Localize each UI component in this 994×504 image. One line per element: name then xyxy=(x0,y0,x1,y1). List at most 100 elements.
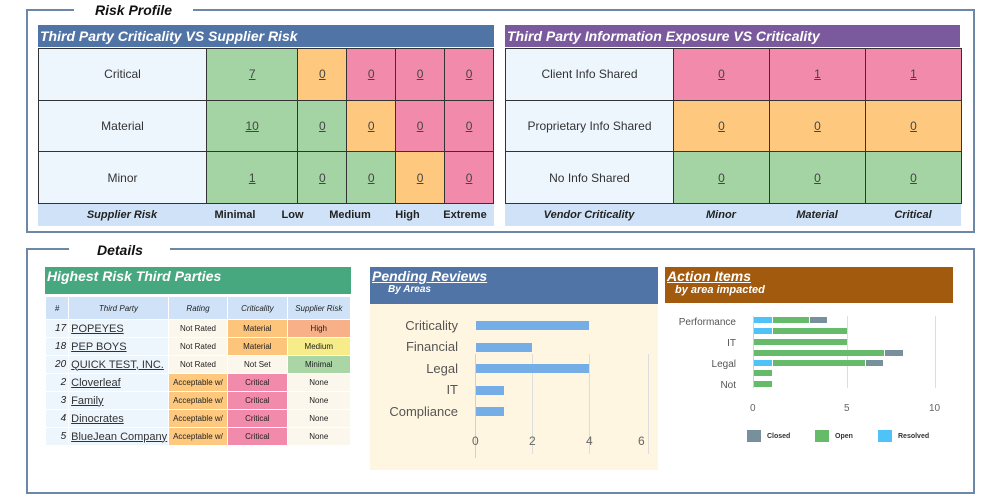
rating-cell: Acceptable w/ xyxy=(168,392,228,409)
matrix-cell[interactable]: 1 xyxy=(865,48,962,101)
action-items-title[interactable]: Action Items xyxy=(667,268,752,284)
cell-link[interactable]: 0 xyxy=(416,170,424,185)
cell-link[interactable]: 0 xyxy=(318,67,326,82)
table-row: 5 BlueJean Company Acceptable w/ Critica… xyxy=(46,428,350,445)
pending-reviews-subtitle: By Areas xyxy=(388,284,431,295)
bar-closed[interactable] xyxy=(810,317,827,323)
cell-link[interactable]: 1 xyxy=(910,67,917,82)
pending-reviews-title[interactable]: Pending Reviews xyxy=(372,268,488,284)
matrix-cell[interactable]: 0 xyxy=(346,48,397,101)
bar-open[interactable] xyxy=(773,360,865,366)
cell-link[interactable]: 0 xyxy=(465,170,473,185)
bar-closed[interactable] xyxy=(866,360,883,366)
bar-open[interactable] xyxy=(773,328,847,334)
matrix-cell[interactable]: 0 xyxy=(769,99,866,153)
bar-open[interactable] xyxy=(754,370,772,376)
cell-link[interactable]: 10 xyxy=(245,118,259,133)
third-party-link[interactable]: POPEYES xyxy=(71,322,124,335)
cell-link[interactable]: 0 xyxy=(367,170,375,185)
bar-open[interactable] xyxy=(754,350,884,356)
criticality-cell: Not Set xyxy=(228,356,287,373)
matrix-cell[interactable]: 0 xyxy=(673,48,770,101)
grid-line xyxy=(589,354,590,454)
third-party-link[interactable]: Cloverleaf xyxy=(71,376,121,389)
legend-resolved[interactable]: Resolved xyxy=(878,430,929,442)
criticality-supplier-matrix: Critical 7 0 0 0 0 Material 10 0 0 0 0 M… xyxy=(38,48,494,204)
row-label: Critical xyxy=(38,48,207,101)
matrix-cell[interactable]: 10 xyxy=(205,99,299,153)
matrix-cell[interactable]: 7 xyxy=(205,48,299,101)
cell-link[interactable]: 0 xyxy=(910,118,917,133)
matrix-row: Proprietary Info Shared 0 0 0 xyxy=(505,99,962,153)
matrix-cell[interactable]: 0 xyxy=(297,48,348,101)
cell-link[interactable]: 1 xyxy=(814,67,821,82)
cell-link[interactable]: 0 xyxy=(367,67,375,82)
supplier-risk-cell: High xyxy=(287,320,350,337)
cell-link[interactable]: 0 xyxy=(718,67,725,82)
supplier-risk-cell: None xyxy=(287,428,350,445)
matrix-cell[interactable]: 1 xyxy=(769,48,866,101)
bar-compliance[interactable] xyxy=(476,407,504,416)
matrix-cell[interactable]: 0 xyxy=(444,151,494,204)
cell-link[interactable]: 0 xyxy=(814,170,821,185)
row-label: Client Info Shared xyxy=(505,48,674,101)
x-tick: 10 xyxy=(929,403,941,414)
bar-it[interactable] xyxy=(476,386,504,395)
bar-open[interactable] xyxy=(754,381,772,387)
bar-open[interactable] xyxy=(773,317,809,323)
bar-resolved[interactable] xyxy=(754,328,772,334)
cell-link[interactable]: 0 xyxy=(718,170,725,185)
matrix-cell[interactable]: 0 xyxy=(395,99,446,153)
legend-label: Closed xyxy=(767,432,791,440)
matrix-cell[interactable]: 0 xyxy=(346,151,397,204)
bar-open[interactable] xyxy=(754,339,847,345)
supplier-risk-footer: Supplier Risk Minimal Low Medium High Ex… xyxy=(38,204,494,226)
bar-financial[interactable] xyxy=(476,343,532,352)
cell-link[interactable]: 0 xyxy=(367,118,375,133)
matrix-cell[interactable]: 1 xyxy=(205,151,299,204)
matrix-cell[interactable]: 0 xyxy=(395,48,446,101)
third-party-link[interactable]: Family xyxy=(71,394,104,407)
matrix-cell[interactable]: 0 xyxy=(297,151,348,204)
table-row: 18 PEP BOYS Not Rated Material Medium xyxy=(46,338,350,355)
cell-link[interactable]: 0 xyxy=(910,170,917,185)
cell-link[interactable]: 0 xyxy=(416,118,424,133)
bar-criticality[interactable] xyxy=(476,321,589,330)
cell-link[interactable]: 0 xyxy=(465,118,473,133)
row-number: 4 xyxy=(46,410,69,427)
col-header: Rating xyxy=(168,297,228,319)
cell-link[interactable]: 0 xyxy=(814,118,821,133)
third-party-link[interactable]: QUICK TEST, INC. xyxy=(71,358,164,371)
bar-resolved[interactable] xyxy=(754,360,772,366)
matrix-cell[interactable]: 0 xyxy=(673,151,770,204)
legend-open[interactable]: Open xyxy=(815,430,853,442)
third-party-link[interactable]: PEP BOYS xyxy=(71,340,127,353)
matrix-cell[interactable]: 0 xyxy=(769,151,866,204)
third-party-link[interactable]: BlueJean Company xyxy=(71,430,168,443)
matrix-cell[interactable]: 0 xyxy=(865,99,962,153)
matrix-cell[interactable]: 0 xyxy=(346,99,397,153)
matrix-cell[interactable]: 0 xyxy=(297,99,348,153)
matrix-cell[interactable]: 0 xyxy=(444,48,494,101)
risk-profile-frame xyxy=(26,9,975,233)
bar-legal[interactable] xyxy=(476,364,589,373)
matrix-cell[interactable]: 0 xyxy=(444,99,494,153)
cell-link[interactable]: 1 xyxy=(248,170,256,185)
bar-closed[interactable] xyxy=(885,350,903,356)
rating-cell: Acceptable w/ xyxy=(168,428,228,445)
supplier-risk-cell: Minimal xyxy=(287,356,350,373)
cell-link[interactable]: 0 xyxy=(465,67,473,82)
matrix-row: No Info Shared 0 0 0 xyxy=(505,151,962,204)
matrix-cell[interactable]: 0 xyxy=(865,151,962,204)
cell-link[interactable]: 0 xyxy=(718,118,725,133)
bar-resolved[interactable] xyxy=(754,317,772,323)
cell-link[interactable]: 0 xyxy=(318,170,326,185)
cell-link[interactable]: 0 xyxy=(318,118,326,133)
row-label: No Info Shared xyxy=(505,151,674,204)
third-party-link[interactable]: Dinocrates xyxy=(71,412,124,425)
cell-link[interactable]: 0 xyxy=(416,67,424,82)
matrix-cell[interactable]: 0 xyxy=(673,99,770,153)
legend-closed[interactable]: Closed xyxy=(747,430,790,442)
matrix-cell[interactable]: 0 xyxy=(395,151,446,204)
cell-link[interactable]: 7 xyxy=(248,67,256,82)
